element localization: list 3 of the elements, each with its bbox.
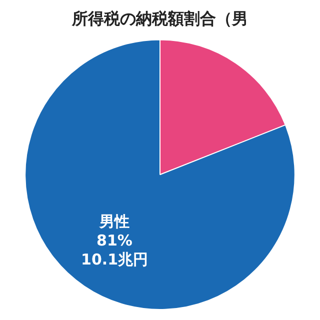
slice-label: 男性 <box>98 212 130 230</box>
chart-title: 所得税の納税額割合（男 <box>71 8 248 28</box>
data-label: 81% 10.1兆円 <box>80 231 148 268</box>
